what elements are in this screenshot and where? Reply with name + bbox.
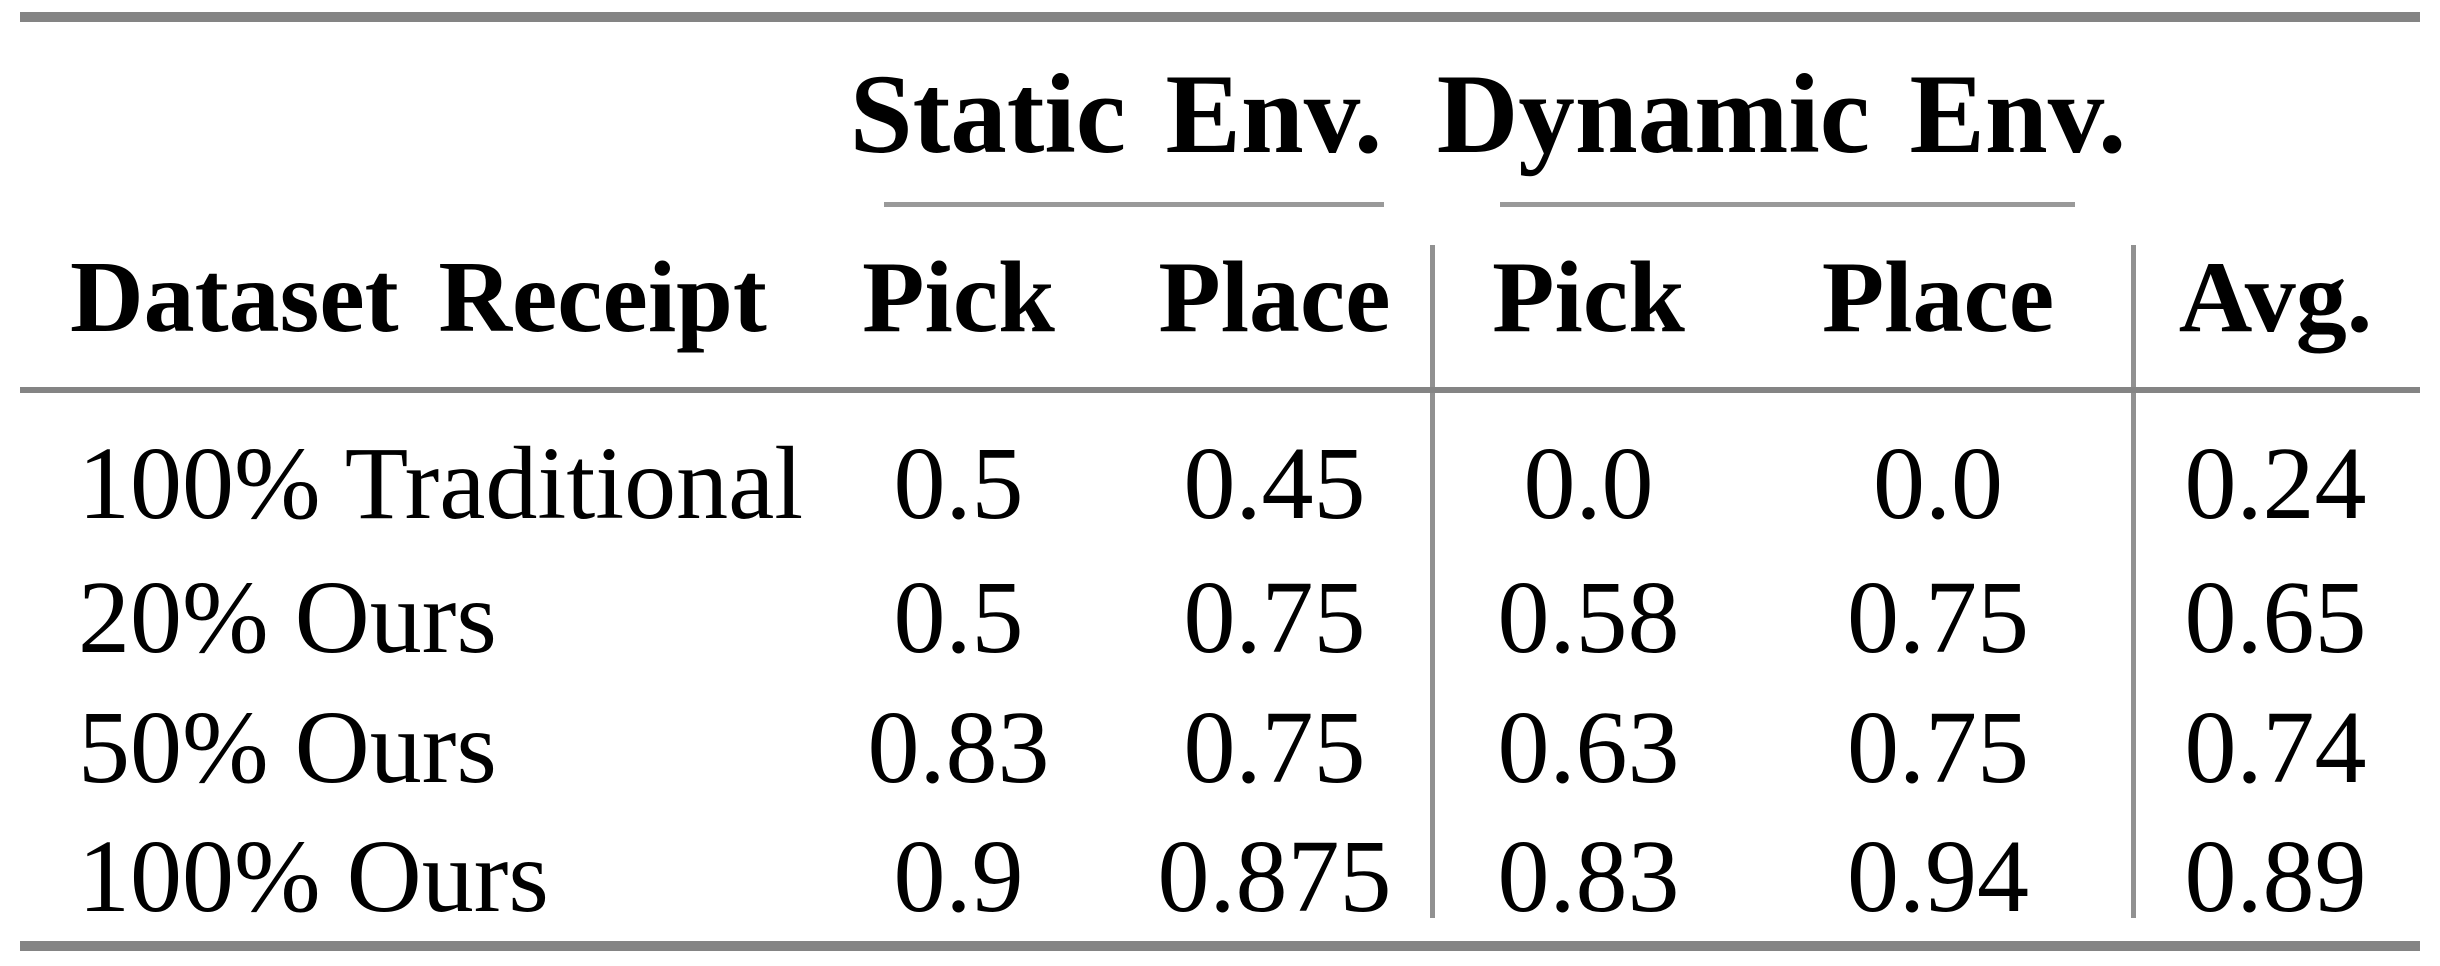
column-header-static-pick: Pick: [800, 207, 1117, 393]
cell-value: 0.0: [1873, 426, 2003, 541]
results-table: Static Env. Dynamic Env. Dataset Receipt…: [20, 22, 2421, 951]
spanner-row: Static Env. Dynamic Env.: [20, 22, 2420, 207]
cell-value: 0.24: [2184, 426, 2367, 541]
table-row: 50% Ours 0.83 0.75 0.63 0.75 0.74: [20, 682, 2420, 812]
cell-value: 0.5: [893, 426, 1024, 541]
column-header-static-place: Place: [1117, 207, 1432, 393]
cell-value: 0.65: [2184, 559, 2367, 675]
cell-value: 0.75: [1183, 689, 1366, 805]
cell-value: 0.45: [1183, 426, 1366, 541]
spanner-spacer-right: [2131, 22, 2420, 207]
results-table-figure: Static Env. Dynamic Env. Dataset Receipt…: [20, 12, 2421, 951]
dynamic-env-underline: [1500, 202, 2076, 207]
cell-value: 0.89: [2131, 812, 2421, 951]
cell-value: 0.83: [1432, 812, 1745, 951]
column-header-dynamic-place: Place: [1745, 207, 2132, 393]
cell-value: 0.83: [867, 689, 1050, 805]
cell-value: 0.94: [1745, 812, 2132, 951]
cell-value: 0.74: [2184, 689, 2367, 805]
column-header-dynamic-pick: Pick: [1432, 207, 1745, 393]
table-row: 100% Ours 0.9 0.875 0.83 0.94 0.89: [20, 812, 2421, 951]
column-header-dataset-receipt: Dataset Receipt: [20, 207, 800, 393]
row-label: 100% Ours: [20, 812, 800, 951]
top-rule: [20, 12, 2420, 22]
cell-value: 0.9: [800, 812, 1117, 951]
cell-value: 0.875: [1117, 812, 1432, 951]
vertical-rule-avg: [2131, 245, 2136, 918]
row-label: 50% Ours: [78, 689, 497, 805]
spanner-spacer-left: [20, 22, 800, 207]
cell-value: 0.75: [1183, 559, 1366, 675]
cell-value: 0.63: [1497, 689, 1680, 805]
spanner-static-env: Static Env.: [800, 22, 1432, 207]
cell-value: 0.58: [1497, 559, 1680, 675]
column-header-avg: Avg.: [2131, 207, 2421, 393]
spanner-dynamic-env-label: Dynamic Env.: [1436, 51, 2127, 177]
cell-value: 0.75: [1847, 559, 2029, 675]
vertical-rule-static-dynamic: [1430, 245, 1435, 918]
row-label: 20% Ours: [78, 559, 497, 675]
header-row: Dataset Receipt Pick Place Pick Place Av…: [20, 207, 2421, 393]
spanner-dynamic-env: Dynamic Env.: [1432, 22, 2131, 207]
cell-value: 0.5: [893, 559, 1024, 675]
table-row: 100% Traditional 0.5 0.45 0.0 0.0 0.24: [20, 393, 2420, 552]
cell-value: 0.75: [1847, 689, 2029, 805]
table-row: 20% Ours 0.5 0.75 0.58 0.75 0.65: [20, 552, 2420, 682]
row-label: 100% Traditional: [78, 426, 804, 541]
cell-value: 0.0: [1523, 426, 1654, 541]
spanner-static-env-label: Static Env.: [849, 51, 1383, 177]
static-env-underline: [884, 202, 1384, 207]
